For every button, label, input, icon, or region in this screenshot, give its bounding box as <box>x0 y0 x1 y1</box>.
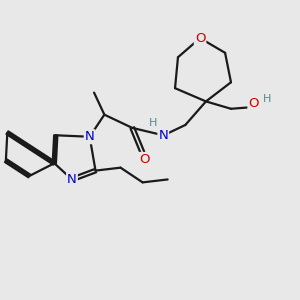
Text: N: N <box>85 130 94 143</box>
Text: O: O <box>139 153 149 166</box>
Text: N: N <box>158 129 168 142</box>
Text: H: H <box>263 94 272 104</box>
Text: O: O <box>195 32 205 45</box>
Text: N: N <box>67 173 77 186</box>
Text: H: H <box>149 118 157 128</box>
Text: O: O <box>248 97 259 110</box>
